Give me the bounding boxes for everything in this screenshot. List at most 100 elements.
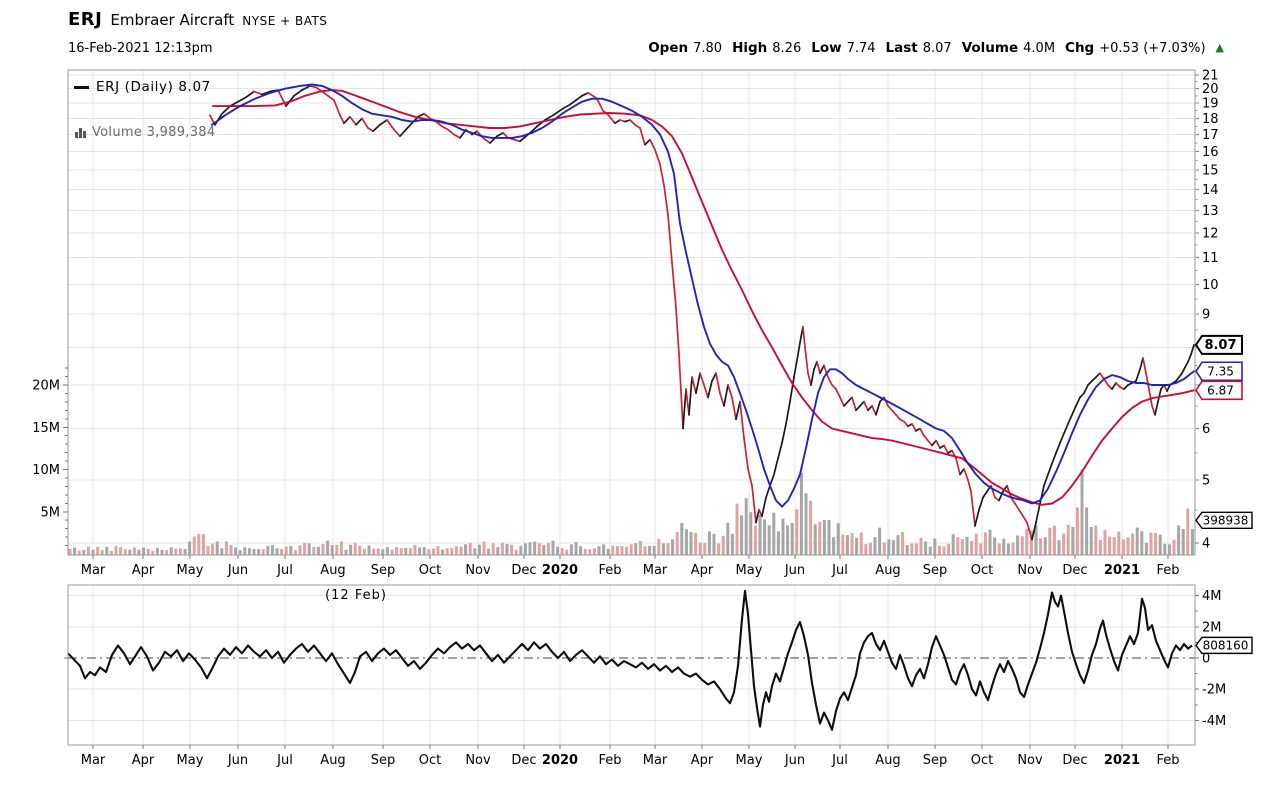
indicator-value-tag-box	[1195, 636, 1253, 655]
quote-last-value: 8.07	[922, 41, 952, 56]
month-label: Sep	[923, 753, 948, 768]
volume-axis-label: 5M	[41, 505, 61, 520]
ticker-symbol: ERJ	[68, 9, 103, 30]
month-label: Feb	[598, 753, 621, 768]
month-label: Apr	[691, 753, 714, 768]
month-label: Jun	[784, 753, 805, 768]
volume-axis-label: 10M	[32, 463, 60, 478]
quote-volume-label: Volume	[961, 40, 1019, 56]
quote-last-label: Last	[885, 40, 918, 56]
quote-low: Low 7.74	[811, 40, 875, 56]
month-label: Dec	[1062, 563, 1087, 578]
quote-datetime: 16-Feb-2021 12:13pm	[68, 41, 213, 56]
chart-title: ERJ Embraer Aircraft NYSE + BATS	[68, 9, 327, 30]
panel-borders	[67, 69, 1196, 746]
month-label: Feb	[1156, 563, 1179, 578]
month-label: Aug	[320, 563, 345, 578]
fast-ma-line	[211, 83, 1195, 508]
indicator-axis-label: 2M	[1202, 620, 1222, 635]
quote-open-value: 7.80	[693, 41, 723, 56]
quote-open-label: Open	[648, 40, 689, 56]
month-label: Dec	[1062, 753, 1087, 768]
price-line-swatch-icon	[74, 85, 89, 89]
quote-volume: Volume 4.0M	[962, 40, 1055, 56]
month-label: Apr	[132, 753, 155, 768]
price-axis-label: 4	[1202, 537, 1210, 552]
price-tag-6.87: 6.87	[1207, 384, 1234, 398]
month-label: Mar	[81, 563, 106, 578]
month-label: Dec	[511, 563, 536, 578]
price-axis-label: 12	[1202, 226, 1219, 241]
volume-axis-label: 20M	[32, 379, 60, 394]
legend-label: ERJ (Daily) 8.07	[96, 79, 211, 95]
month-label: Nov	[1017, 753, 1043, 768]
indicator-axis-label: -4M	[1202, 714, 1226, 729]
quote-low-value: 7.74	[846, 41, 876, 56]
price-axis-label: 6	[1202, 422, 1210, 437]
month-label: May	[177, 753, 204, 768]
month-label: Apr	[132, 563, 155, 578]
month-label: Mar	[643, 563, 668, 578]
indicator-value-tag: 808160	[1203, 639, 1249, 653]
month-label: 2020	[542, 563, 578, 578]
price-axis-label: 9	[1202, 308, 1210, 323]
price-axis-label: 13	[1202, 204, 1219, 219]
quote-row: Open 7.80 High 8.26 Low 7.74 Last 8.07 Volume 4.0…	[648, 40, 1224, 56]
price-tag-8.07: 8.07	[1204, 338, 1236, 353]
month-label: 2021	[1104, 563, 1140, 578]
main-chart-legend: ERJ (Daily) 8.07	[74, 79, 211, 95]
price-axis-label: 19	[1202, 97, 1219, 112]
month-label: 2020	[542, 753, 578, 768]
volume-value-tag: 398938	[1203, 514, 1249, 528]
indicator-axis-label: -2M	[1202, 683, 1226, 698]
month-label: Nov	[1017, 563, 1043, 578]
price-axis-label: 14	[1202, 183, 1219, 198]
month-label: Apr	[691, 563, 714, 578]
price-axis-label: 5	[1202, 474, 1210, 489]
price-axis-label: 20	[1202, 82, 1219, 97]
axis-value-tags: 8.07 7.35 6.87 398938 808160	[1194, 334, 1253, 655]
quote-low-label: Low	[811, 40, 842, 56]
volume-bars-icon	[75, 128, 86, 138]
price-tag-6.87-box	[1195, 380, 1243, 401]
indicator-axis-label: 0	[1202, 652, 1210, 667]
exchange-name: NYSE + BATS	[242, 14, 328, 28]
month-label: Feb	[598, 563, 621, 578]
month-label: Jun	[784, 563, 805, 578]
month-label: Nov	[465, 563, 491, 578]
company-name: Embraer Aircraft	[110, 11, 235, 29]
quote-chg: Chg +0.53 (+7.03%)	[1065, 40, 1206, 56]
month-label: Oct	[971, 563, 993, 578]
month-label: Jul	[276, 753, 293, 768]
indicator-panel	[67, 589, 1195, 731]
month-label: Aug	[320, 753, 345, 768]
month-label: Jul	[276, 563, 293, 578]
price-tag-8.07-box	[1194, 334, 1243, 355]
price-tag-7.35: 7.35	[1207, 365, 1234, 379]
price-axis-label: 16	[1202, 145, 1219, 160]
indicator-line	[67, 589, 1193, 731]
price-axis-label: 17	[1202, 128, 1219, 143]
quote-high: High 8.26	[732, 40, 801, 56]
change-up-triangle-icon: ▲	[1215, 41, 1224, 54]
quote-volume-value: 4.0M	[1023, 41, 1056, 56]
price-axis-label: 15	[1202, 163, 1219, 178]
month-label: Mar	[81, 753, 106, 768]
axis-ticks	[63, 74, 1199, 749]
month-label: Mar	[643, 753, 668, 768]
slow-ma-line	[212, 89, 1195, 506]
price-tag-7.35-box	[1195, 361, 1243, 382]
price-axis-label: 21	[1202, 68, 1219, 83]
quote-chg-value: +0.53 (+7.03%)	[1099, 41, 1206, 56]
month-label: Feb	[1156, 753, 1179, 768]
month-label: 2021	[1104, 753, 1140, 768]
month-label: Jun	[227, 753, 248, 768]
month-label: Sep	[371, 753, 396, 768]
indicator-axis-label: 4M	[1202, 589, 1222, 604]
month-label: Jul	[831, 563, 848, 578]
price-axis-label: 11	[1202, 251, 1219, 266]
volume-value-tag-box	[1195, 511, 1253, 529]
